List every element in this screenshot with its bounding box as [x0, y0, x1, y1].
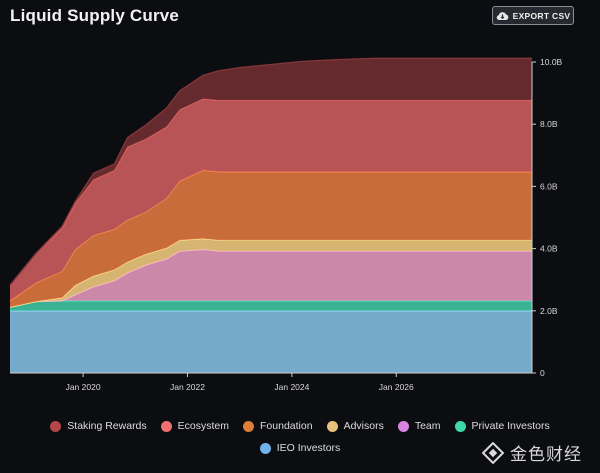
area-private-investors [10, 300, 532, 311]
area-ecosystem [10, 98, 532, 301]
x-tick-label: Jan 2026 [379, 382, 414, 392]
legend-label: Private Investors [471, 420, 550, 432]
line-staking-rewards [9, 57, 532, 286]
legend-swatch [454, 420, 466, 432]
area-ieo-investors [10, 310, 532, 373]
legend-label: Team [414, 420, 441, 432]
legend-swatch [160, 420, 172, 432]
legend-item-team[interactable]: Team [397, 420, 441, 432]
export-csv-label: EXPORT CSV [512, 10, 571, 21]
legend-swatch [259, 442, 271, 454]
x-tick-label: Jan 2022 [170, 382, 205, 392]
export-csv-button[interactable]: EXPORT CSV [492, 6, 574, 25]
chart-legend: Staking Rewards Ecosystem Foundation Adviso… [0, 420, 600, 464]
legend-swatch [50, 420, 62, 432]
diamond-logo-icon [482, 441, 504, 464]
legend-label: Foundation [260, 420, 313, 432]
legend-item-staking-rewards[interactable]: Staking Rewards [50, 420, 147, 432]
legend-item-ieo-investors[interactable]: IEO Investors [259, 442, 341, 454]
y-tick-label: 4.0B [540, 244, 558, 254]
legend-swatch [243, 420, 255, 432]
legend-label: Advisors [343, 420, 384, 432]
cloud-download-icon [496, 11, 508, 20]
chart-title: Liquid Supply Curve [10, 6, 180, 25]
legend-swatch [326, 420, 338, 432]
area-staking-rewards [10, 58, 532, 286]
legend-item-advisors[interactable]: Advisors [326, 420, 384, 432]
y-tick-label: 6.0B [540, 181, 558, 191]
supply-chart: 0 2.0B 4.0B 6.0B 8.0B 10.0B Jan 2020 Jan 2022 Ja… [9, 57, 563, 392]
legend-label: IEO Investors [276, 442, 341, 454]
watermark: 金色财经 [482, 440, 582, 465]
area-advisors [10, 238, 532, 308]
legend-item-ecosystem[interactable]: Ecosystem [160, 420, 230, 432]
area-foundation [10, 170, 532, 308]
x-tick-label: Jan 2020 [66, 382, 101, 392]
legend-item-foundation[interactable]: Foundation [243, 420, 313, 432]
legend-swatch [397, 420, 409, 432]
legend-label: Ecosystem [177, 420, 230, 432]
area-team [10, 249, 532, 308]
legend-label: Staking Rewards [67, 420, 147, 432]
y-tick-label: 8.0B [540, 119, 558, 129]
y-tick-label: 0 [540, 368, 545, 378]
y-tick-label: 10.0B [540, 57, 563, 67]
x-tick-label: Jan 2024 [274, 382, 309, 392]
watermark-text: 金色财经 [510, 445, 582, 465]
legend-item-private-investors[interactable]: Private Investors [454, 420, 550, 432]
y-tick-label: 2.0B [540, 306, 558, 316]
